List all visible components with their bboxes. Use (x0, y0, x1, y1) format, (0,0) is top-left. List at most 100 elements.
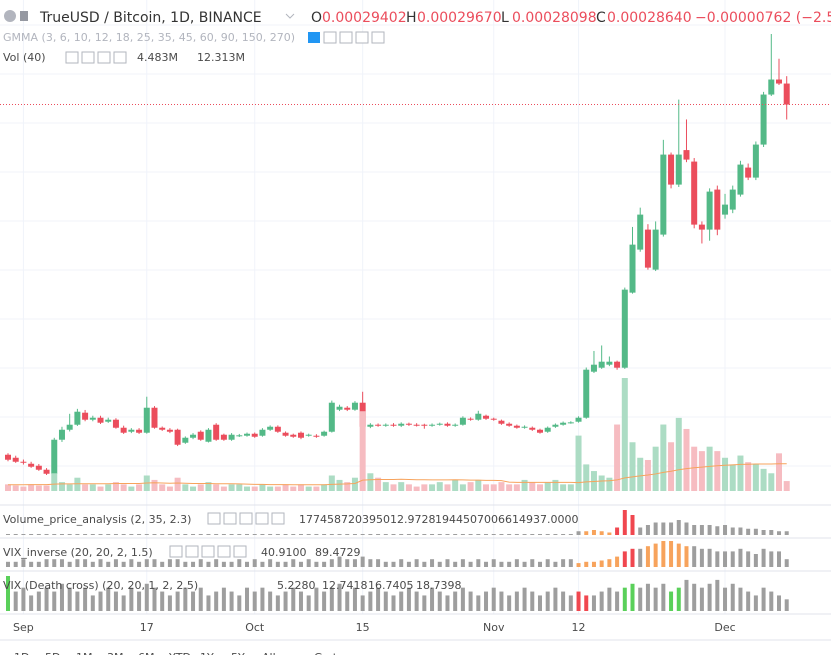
histogram-bar (591, 561, 596, 567)
candle-body (722, 204, 729, 215)
histogram-bar (298, 534, 303, 535)
histogram-bar (537, 534, 542, 535)
histogram-bar (90, 534, 95, 535)
histogram-bar (453, 591, 458, 611)
candle-body (182, 437, 189, 443)
histogram-bar (521, 479, 528, 491)
add-icon[interactable] (97, 51, 111, 64)
histogram-bar (499, 534, 504, 535)
goto-button[interactable]: Go to... (314, 651, 354, 655)
histogram-bar (190, 486, 197, 491)
histogram-bar (383, 591, 388, 611)
histogram-bar (83, 559, 88, 567)
candle-body (706, 191, 713, 230)
histogram-bar (267, 486, 274, 491)
histogram-bar (437, 591, 442, 611)
candle-body (20, 461, 27, 463)
remove-icon[interactable] (113, 51, 127, 64)
dropdown-arrow[interactable] (285, 13, 295, 19)
candle-body (213, 424, 220, 440)
range-button[interactable]: 1M (76, 651, 93, 655)
pane-icon[interactable] (217, 545, 231, 558)
candle-body (174, 429, 181, 445)
histogram-bar (306, 534, 311, 535)
pane-title[interactable]: Volume_price_analysis (2, 35, 2.3) (3, 513, 191, 526)
pane-icon[interactable] (201, 545, 215, 558)
histogram-bar (175, 534, 180, 535)
pane-icon[interactable] (233, 545, 247, 558)
histogram-bar (491, 587, 496, 611)
histogram-bar (738, 587, 743, 611)
histogram-bar (691, 446, 698, 491)
range-button[interactable]: 1Y (200, 651, 214, 655)
histogram-bar (229, 561, 234, 567)
histogram-bar (399, 591, 404, 611)
range-button[interactable]: 5Y (231, 651, 245, 655)
histogram-bar (245, 561, 250, 567)
pane-icon[interactable] (169, 545, 183, 558)
change: −0.00000762 (−2.59%) (695, 10, 831, 26)
pane-title[interactable]: VIX_inverse (20, 20, 2, 1.5) (3, 546, 153, 559)
range-button[interactable]: 5D (45, 651, 60, 655)
histogram-bar (174, 477, 181, 491)
pane-icon[interactable] (271, 512, 285, 525)
histogram-bar (575, 435, 582, 491)
pane-icon[interactable] (223, 512, 237, 525)
histogram-bar (468, 591, 473, 611)
histogram-bar (752, 464, 759, 491)
histogram-bar (530, 591, 535, 611)
range-button[interactable]: 6M (138, 651, 155, 655)
histogram-bar (382, 482, 389, 491)
pane-icon[interactable] (207, 512, 221, 525)
histogram-bar (36, 591, 41, 611)
histogram-bar (706, 446, 713, 491)
histogram-bar (506, 484, 513, 491)
collapse-icon[interactable] (20, 11, 28, 21)
histogram-bar (584, 561, 589, 567)
candle-body (483, 415, 490, 419)
candle-body (660, 154, 667, 235)
volume-title[interactable]: Vol (40) (3, 51, 46, 64)
pane-icon[interactable] (255, 512, 269, 525)
remove-icon[interactable] (371, 31, 385, 44)
candle-body (228, 434, 235, 440)
pane-icon[interactable] (239, 512, 253, 525)
range-button[interactable]: 3M (107, 651, 124, 655)
symbol-title[interactable]: TrueUSD / Bitcoin, 1D, BINANCE (39, 10, 262, 26)
gmma-legend[interactable]: GMMA (3, 6, 10, 12, 18, 25, 35, 45, 60, … (3, 31, 295, 44)
histogram-bar (106, 587, 111, 611)
range-button[interactable]: All (262, 651, 276, 655)
pane-title[interactable]: VIX (Death cross) (20, 20, 1, 2, 2.5) (3, 579, 198, 592)
histogram-bar (121, 561, 126, 567)
candle-body (151, 407, 158, 428)
candle-body (506, 423, 513, 426)
candle-body (760, 94, 767, 145)
histogram-bar (82, 484, 89, 491)
settings-icon[interactable] (81, 51, 95, 64)
candle-body (89, 417, 96, 420)
source-icon[interactable] (339, 31, 353, 44)
histogram-bar (182, 484, 189, 491)
histogram-bar (684, 546, 689, 567)
histogram-bar (390, 484, 397, 491)
histogram-bar (544, 482, 551, 491)
histogram-bar (298, 561, 303, 567)
histogram-bar (421, 484, 428, 491)
settings-icon[interactable] (323, 31, 337, 44)
pane-icon[interactable] (185, 545, 199, 558)
pane-legends: Volume_price_analysis (2, 35, 2.3) 177458… (3, 512, 578, 592)
histogram-bar (21, 559, 26, 567)
candle-body (783, 83, 790, 105)
add-icon[interactable] (355, 31, 369, 44)
histogram-bar (730, 551, 735, 567)
histogram-bar (245, 587, 250, 611)
candle-body (668, 154, 675, 185)
range-button[interactable]: 1D (14, 651, 29, 655)
histogram-bar (591, 530, 596, 535)
histogram-bar (668, 442, 675, 491)
eye-icon[interactable] (65, 51, 79, 64)
eye-icon[interactable] (308, 32, 320, 43)
candle-body (313, 435, 320, 437)
histogram-bar (129, 559, 134, 567)
range-button[interactable]: YTD (168, 651, 191, 655)
